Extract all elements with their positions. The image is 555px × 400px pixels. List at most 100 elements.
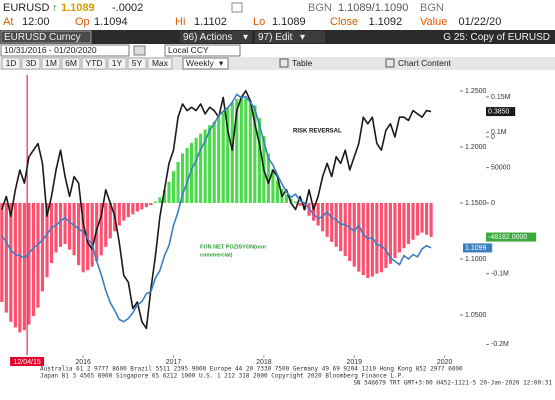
bar — [235, 99, 239, 203]
detail-value: 1.1102 — [194, 16, 227, 28]
bar — [31, 202, 36, 317]
bar — [239, 96, 243, 203]
footer-line: SN 546679 TRT GMT+3:00 H452-1121-5 20-Ja… — [353, 380, 552, 387]
bar — [397, 202, 402, 253]
last-value-label: -48182.0000 — [488, 234, 527, 241]
last-value-tag — [463, 243, 493, 253]
security[interactable]: EURUSD Curncy — [4, 32, 81, 43]
actions-menu[interactable] — [180, 31, 252, 43]
last-value-tag — [486, 107, 516, 117]
detail-label: Op — [75, 16, 90, 28]
bar — [402, 202, 406, 249]
period-button[interactable] — [147, 57, 173, 70]
bar — [199, 133, 203, 203]
y-tick-label: -0.1M — [491, 271, 509, 278]
bar — [9, 202, 13, 322]
period-button[interactable] — [81, 57, 107, 70]
annotation: commercial) — [200, 252, 233, 258]
security-box[interactable] — [0, 30, 92, 44]
bar — [171, 171, 176, 203]
bar — [420, 202, 424, 233]
bar — [330, 202, 334, 242]
period-label[interactable]: 1Y — [112, 58, 123, 68]
ask-label: BGN — [420, 2, 444, 14]
period-label[interactable]: 3D — [26, 58, 37, 68]
bar — [366, 202, 370, 278]
frequency-box[interactable] — [182, 57, 229, 70]
bar — [375, 202, 379, 274]
bar — [370, 202, 374, 277]
chart-content[interactable]: Chart Content — [398, 58, 452, 68]
annotation: RISK REVERSAL — [293, 129, 342, 135]
table-icon[interactable] — [279, 58, 289, 68]
detail-label: At — [3, 16, 13, 28]
period-label[interactable]: 5Y — [132, 58, 143, 68]
period-label[interactable]: 1D — [6, 58, 17, 68]
bar — [63, 202, 67, 244]
bar — [339, 202, 343, 252]
footer-line: Japan 81 3 4565 8900 Singapore 65 6212 1… — [40, 373, 405, 380]
period-button[interactable] — [21, 57, 41, 70]
edit-menu[interactable] — [255, 31, 325, 43]
bar — [13, 202, 17, 328]
detail-label: Close — [330, 16, 358, 28]
bar — [293, 201, 298, 203]
detail-value: 1.1094 — [94, 16, 128, 28]
period-label[interactable]: Max — [152, 58, 169, 68]
last-value-label: 1.1099 — [465, 245, 487, 252]
x-tick-label: 2016 — [75, 359, 91, 366]
date-input[interactable] — [0, 44, 130, 57]
bar — [415, 202, 420, 236]
bar — [54, 202, 58, 253]
bar — [379, 202, 383, 273]
plot: 2016 2017 2018 2019 2020 1.2500 1.2000 1.1500 1.… — [0, 75, 537, 366]
period-button[interactable] — [61, 57, 81, 70]
actions[interactable]: 96) Actions — [183, 32, 232, 43]
caret: ▾ — [243, 32, 248, 43]
bar — [140, 202, 144, 210]
y-tick-label: 1.1500 — [465, 200, 487, 207]
bar — [86, 202, 90, 271]
bar — [217, 118, 221, 203]
period-button[interactable] — [41, 57, 61, 70]
period-label[interactable]: 1M — [45, 58, 57, 68]
bar — [180, 153, 185, 203]
periods: 1D 3D 1M 6M YTD 1Y 5Y Max — [1, 57, 173, 70]
bar — [406, 202, 411, 244]
date-range[interactable]: 10/31/2016 - 01/20/2020 — [4, 45, 97, 55]
bar — [271, 169, 275, 203]
chart-name: G 25: Copy of EURUSD — [443, 32, 550, 43]
bar — [185, 147, 189, 203]
y-tick-label: 0.15M — [491, 94, 511, 101]
currency-box[interactable] — [164, 44, 241, 57]
bar — [167, 181, 171, 203]
calendar-icon[interactable] — [133, 45, 146, 56]
currency[interactable]: Local CCY — [168, 45, 209, 55]
period-button[interactable] — [1, 57, 21, 70]
bar — [284, 194, 289, 203]
bar — [411, 202, 415, 240]
y-tick-label: 50000 — [491, 164, 511, 171]
content-icon[interactable] — [385, 58, 395, 68]
x-tick-label: 2017 — [166, 359, 182, 366]
cursor-label: 12/04/15 — [13, 359, 40, 366]
detail-value: 1.1089 — [272, 16, 306, 28]
bar — [27, 202, 31, 325]
frequency[interactable]: Weekly — [186, 58, 214, 68]
bar — [135, 202, 139, 212]
table-button[interactable]: Table — [292, 58, 313, 68]
period-button[interactable] — [127, 57, 147, 70]
period-label[interactable]: YTD — [86, 58, 103, 68]
bar — [248, 100, 252, 203]
edit[interactable]: 97) Edit — [258, 32, 293, 43]
period-button[interactable] — [107, 57, 127, 70]
quote-bar — [0, 0, 555, 30]
bar — [162, 190, 167, 203]
x-tick-label: 2018 — [256, 359, 272, 366]
detail-value: 01/22/20 — [459, 16, 502, 28]
bar — [221, 112, 225, 203]
bar — [68, 202, 72, 250]
bar — [77, 202, 81, 266]
detail-value: 1.1092 — [369, 16, 403, 28]
period-label[interactable]: 6M — [65, 58, 77, 68]
